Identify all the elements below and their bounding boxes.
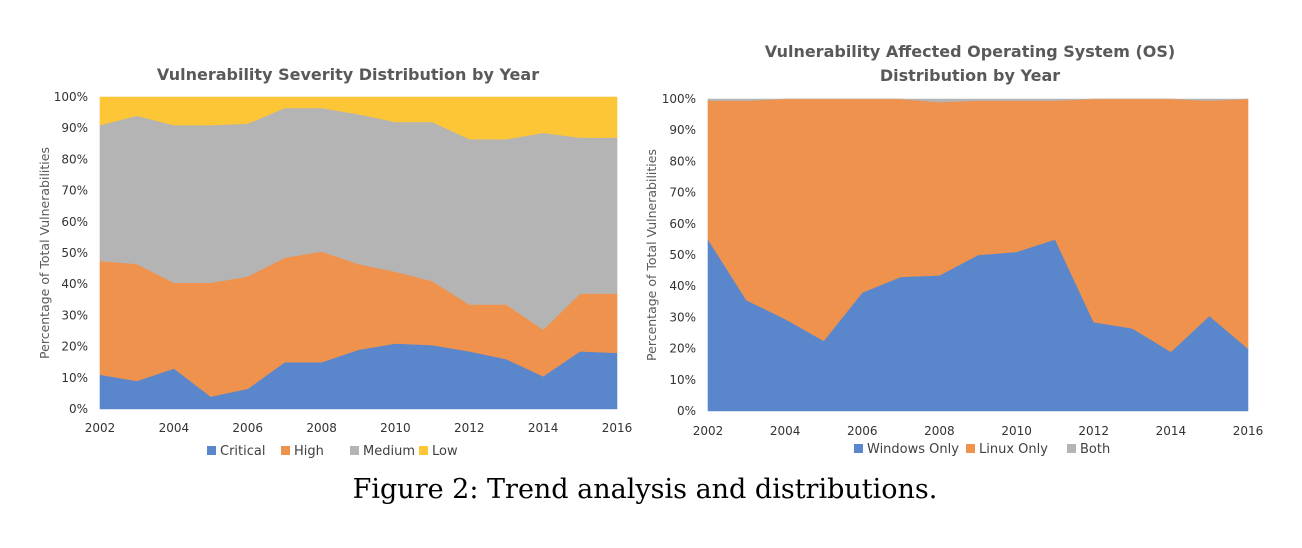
y-tick-label: 60%: [61, 215, 88, 229]
figure-caption: Figure 2: Trend analysis and distributio…: [353, 474, 938, 505]
chart-title: Vulnerability Severity Distribution by Y…: [157, 65, 539, 84]
x-tick-label: 2006: [847, 424, 878, 438]
legend-swatch: [1067, 444, 1076, 453]
x-tick-label: 2012: [454, 421, 485, 435]
severity-chart: Vulnerability Severity Distribution by Y…: [37, 65, 632, 459]
legend-label: Low: [432, 444, 458, 459]
legend-swatch: [854, 444, 863, 453]
y-tick-label: 20%: [61, 340, 88, 354]
chart-title-line-1: Vulnerability Affected Operating System …: [765, 42, 1175, 61]
x-tick-label: 2006: [232, 421, 263, 435]
x-tick-label: 2014: [1156, 424, 1187, 438]
legend: Critical High Medium Low: [207, 444, 458, 459]
y-axis: 0% 10% 20% 30% 40% 50% 60% 70% 80% 90% 100%: [54, 90, 88, 416]
y-tick-label: 50%: [61, 246, 88, 260]
x-tick-label: 2016: [1233, 424, 1264, 438]
area-low: [99, 96, 618, 140]
x-tick-label: 2014: [528, 421, 559, 435]
chart-title-line-2: Distribution by Year: [880, 66, 1060, 85]
x-tick-label: 2004: [159, 421, 190, 435]
legend-label: Windows Only: [867, 442, 959, 457]
x-axis: 2002 2004 2006 2008 2010 2012 2014 2016: [693, 424, 1264, 438]
x-tick-label: 2004: [770, 424, 801, 438]
legend-swatch: [281, 446, 290, 455]
x-tick-label: 2002: [693, 424, 724, 438]
legend-swatch: [419, 446, 428, 455]
y-tick-label: 90%: [669, 123, 696, 137]
legend-label: Medium: [363, 444, 415, 459]
y-tick-label: 80%: [61, 152, 88, 166]
y-tick-label: 90%: [61, 121, 88, 135]
legend-label: Linux Only: [979, 442, 1048, 457]
y-tick-label: 20%: [669, 342, 696, 356]
legend: Windows Only Linux Only Both: [854, 442, 1110, 457]
x-tick-label: 2012: [1078, 424, 1109, 438]
y-axis: 0% 10% 20% 30% 40% 50% 60% 70% 80% 90% 100%: [662, 92, 696, 418]
x-tick-label: 2008: [306, 421, 337, 435]
legend-label: Critical: [220, 444, 265, 459]
y-tick-label: 0%: [677, 404, 696, 418]
y-tick-label: 10%: [669, 373, 696, 387]
y-tick-label: 60%: [669, 217, 696, 231]
y-tick-label: 70%: [61, 184, 88, 198]
x-axis: 2002 2004 2006 2008 2010 2012 2014 2016: [85, 421, 633, 435]
x-tick-label: 2010: [380, 421, 411, 435]
legend-label: Both: [1080, 442, 1110, 457]
x-tick-label: 2008: [924, 424, 955, 438]
legend-label: High: [294, 444, 324, 459]
area-layers: [707, 98, 1249, 412]
legend-swatch: [966, 444, 975, 453]
x-tick-label: 2010: [1001, 424, 1032, 438]
area-layers: [99, 96, 618, 410]
y-axis-label: Percentage of Total Vulnerabilities: [37, 147, 52, 359]
y-tick-label: 30%: [61, 308, 88, 322]
legend-swatch: [350, 446, 359, 455]
x-tick-label: 2002: [85, 421, 116, 435]
y-tick-label: 50%: [669, 248, 696, 262]
y-axis-label: Percentage of Total Vulnerabilities: [644, 149, 659, 361]
y-tick-label: 100%: [662, 92, 696, 106]
x-tick-label: 2016: [602, 421, 633, 435]
y-tick-label: 30%: [669, 310, 696, 324]
y-tick-label: 40%: [61, 277, 88, 291]
area-both: [707, 98, 1249, 103]
y-tick-label: 0%: [69, 402, 88, 416]
y-tick-label: 100%: [54, 90, 88, 104]
y-tick-label: 80%: [669, 154, 696, 168]
y-tick-label: 40%: [669, 279, 696, 293]
y-tick-label: 70%: [669, 186, 696, 200]
legend-swatch: [207, 446, 216, 455]
os-chart: Vulnerability Affected Operating System …: [644, 42, 1263, 457]
y-tick-label: 10%: [61, 371, 88, 385]
